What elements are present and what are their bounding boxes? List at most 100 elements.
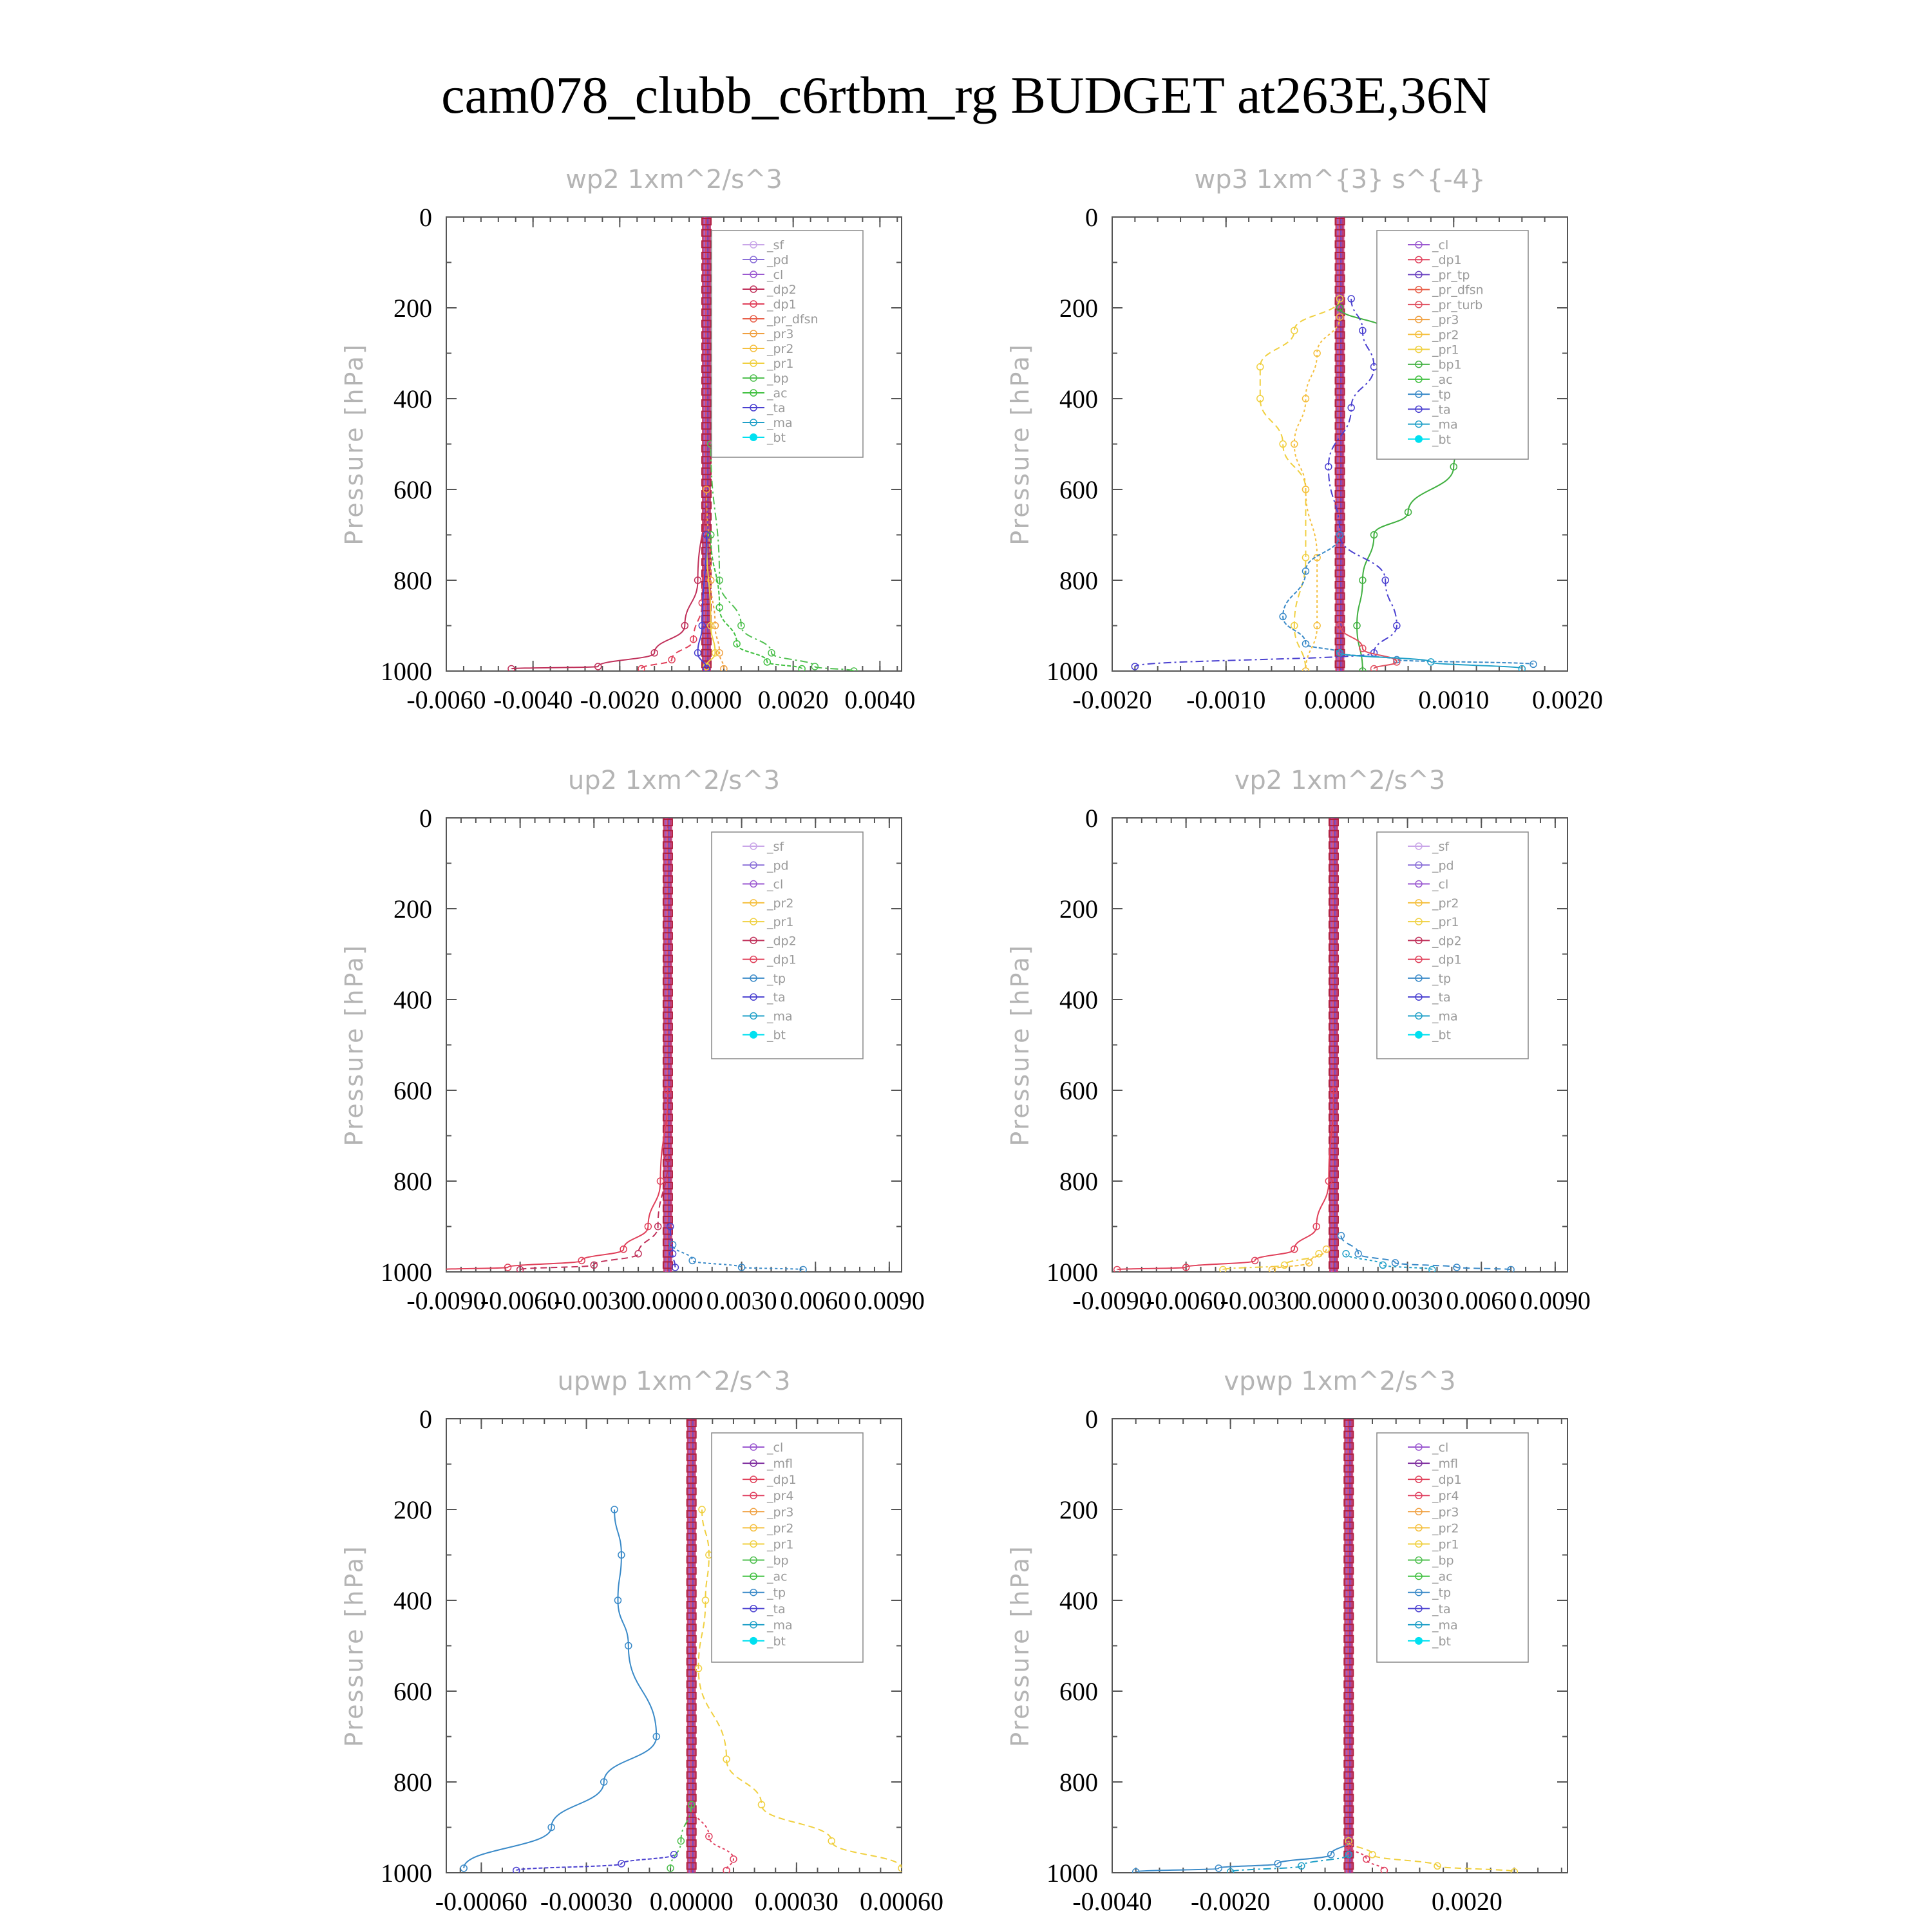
series-point <box>1302 639 1310 648</box>
series-point <box>737 621 745 630</box>
series-point <box>1313 349 1321 357</box>
series-point <box>1379 1261 1387 1269</box>
legend-marker <box>1415 918 1423 925</box>
series-line-pr1 <box>1348 1841 1515 1873</box>
series-marker <box>1343 1794 1354 1802</box>
legend-marker <box>1415 1540 1423 1548</box>
legend-marker <box>1415 345 1423 354</box>
series-marker <box>686 1624 697 1632</box>
legend-entry-ta: _ta <box>766 1602 786 1616</box>
series-marker <box>686 1669 697 1677</box>
series-line-ta <box>669 1226 676 1267</box>
series-point <box>711 649 719 657</box>
series-point <box>1359 667 1367 671</box>
series-point <box>1393 621 1401 630</box>
series-point <box>1347 295 1355 303</box>
x-tick-label: 0.0030 <box>1372 1286 1443 1315</box>
series-point <box>1268 1265 1276 1272</box>
y-tick-label: 400 <box>1059 985 1098 1014</box>
series-marker <box>686 1862 697 1870</box>
legend-entry-dp2: _dp2 <box>1432 934 1462 948</box>
chart-panel-5: upwp 1xm^2/s^3 Pressure [hPa] 0 200 400 600 80… <box>340 1367 943 1916</box>
legend-marker <box>1415 974 1423 982</box>
legend-marker <box>1415 1588 1423 1596</box>
series-point <box>1327 1851 1335 1859</box>
series-point <box>1226 1868 1235 1873</box>
legend-entry-sf: _sf <box>1432 840 1450 854</box>
x-tick-label: 0.0060 <box>780 1286 851 1315</box>
legend-entry-pd: _pd <box>1432 858 1454 873</box>
series-point <box>706 576 715 584</box>
series-point <box>547 1823 555 1832</box>
series-point <box>1132 1868 1140 1873</box>
series-marker <box>701 240 712 249</box>
series-marker <box>1328 1034 1339 1042</box>
x-tick-label: 0.0040 <box>844 685 915 714</box>
y-tick-label: 400 <box>1059 384 1098 413</box>
legend-entry-pr3: _pr3 <box>1432 313 1459 327</box>
series-point <box>1219 1265 1227 1272</box>
panel-title: wp3 1xm^{3} s^{-4} <box>1194 165 1485 194</box>
series-point <box>723 1756 730 1763</box>
series-marker <box>1343 1442 1354 1450</box>
series-marker <box>1343 1499 1354 1507</box>
series-point <box>1280 1261 1289 1269</box>
series-point <box>614 1596 622 1604</box>
series-point <box>1450 463 1457 471</box>
series-marker <box>701 319 712 328</box>
series-point <box>715 649 723 657</box>
series-point <box>703 531 710 539</box>
series-marker <box>1334 513 1345 521</box>
series-point <box>703 486 710 493</box>
series-marker <box>686 1487 697 1495</box>
y-tick-label: 800 <box>393 1167 432 1196</box>
series-point <box>644 1222 652 1231</box>
legend-marker <box>1415 285 1423 294</box>
series-marker <box>701 433 712 441</box>
series-point <box>1325 1177 1333 1185</box>
y-tick-label: 400 <box>1059 1586 1098 1615</box>
legend-entry-pr_turb: _pr_turb <box>1432 298 1482 312</box>
panel-title: wp2 1xm^2/s^3 <box>565 165 782 194</box>
legend-marker <box>1415 1621 1423 1629</box>
series-marker <box>686 1759 697 1768</box>
figure-title: cam078_clubb_c6rtbm_rg BUDGET at263E,36N <box>441 66 1491 124</box>
series-marker <box>1328 864 1339 872</box>
series-marker <box>662 1170 673 1179</box>
legend-marker <box>750 1492 757 1499</box>
legend-marker <box>750 861 757 869</box>
series-point <box>1381 576 1389 584</box>
series-marker <box>662 989 673 997</box>
series-point <box>507 665 515 671</box>
series-point <box>763 658 772 666</box>
series-marker <box>686 1499 697 1507</box>
series-marker <box>662 1124 673 1133</box>
series-point <box>654 1222 662 1231</box>
legend-entry-dp2: _dp2 <box>766 934 797 948</box>
series-marker <box>686 1737 697 1745</box>
series-marker <box>1328 1000 1339 1009</box>
series-point <box>1325 463 1332 471</box>
series-point <box>664 1155 672 1162</box>
series-point <box>1345 1837 1353 1845</box>
legend-entry-tp: _tp <box>1432 388 1451 402</box>
series-point <box>1322 1245 1331 1253</box>
legend-marker <box>750 300 757 308</box>
y-tick-label: 400 <box>393 1586 432 1615</box>
series-marker <box>1334 399 1345 408</box>
series-marker <box>1334 410 1345 419</box>
legend-entry-mfl: _mfl <box>766 1457 793 1471</box>
legend-entry-pr4: _pr4 <box>766 1489 793 1503</box>
legend-marker <box>1415 405 1423 413</box>
legend-marker <box>750 285 757 293</box>
panel-title: vpwp 1xm^2/s^3 <box>1224 1367 1455 1396</box>
series-point <box>652 1732 661 1741</box>
y-tick-label: 1000 <box>381 657 432 686</box>
legend-marker <box>750 918 757 925</box>
legend-marker <box>1415 1459 1423 1467</box>
series-marker <box>1343 1805 1354 1814</box>
series-marker <box>701 285 712 294</box>
series-marker <box>662 886 673 895</box>
series-point <box>1330 1086 1338 1094</box>
series-point <box>688 1256 696 1265</box>
